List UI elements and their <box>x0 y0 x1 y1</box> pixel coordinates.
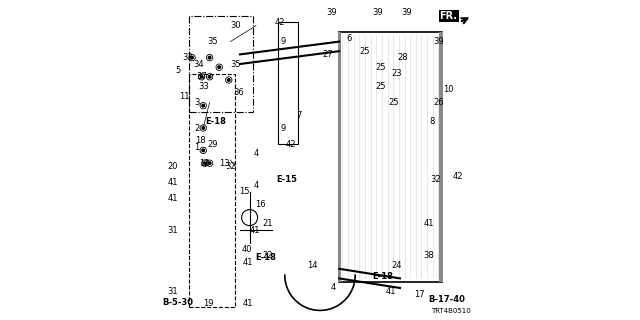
Text: 12: 12 <box>200 159 210 168</box>
Text: 4: 4 <box>330 284 335 292</box>
Text: 36: 36 <box>233 88 244 97</box>
Circle shape <box>228 79 230 81</box>
Bar <box>338 32 342 282</box>
Circle shape <box>191 56 193 59</box>
Text: 42: 42 <box>275 18 285 27</box>
Circle shape <box>209 162 211 164</box>
Text: 7: 7 <box>296 111 302 120</box>
Text: 24: 24 <box>392 261 402 270</box>
Text: 39: 39 <box>372 8 383 17</box>
Text: 25: 25 <box>376 63 386 72</box>
Text: 15: 15 <box>239 188 250 196</box>
Bar <box>278 22 298 144</box>
Text: 29: 29 <box>207 140 218 148</box>
Circle shape <box>202 149 205 152</box>
Circle shape <box>200 76 203 78</box>
Text: 42: 42 <box>286 140 296 148</box>
Text: 16: 16 <box>255 200 266 209</box>
Text: 18: 18 <box>195 136 205 145</box>
Text: 40: 40 <box>241 245 252 254</box>
Text: 9: 9 <box>280 37 286 46</box>
Circle shape <box>202 127 205 129</box>
Text: 11: 11 <box>179 92 189 100</box>
Text: B-17-40: B-17-40 <box>428 295 465 304</box>
Text: 39: 39 <box>326 8 337 17</box>
Text: E-18: E-18 <box>255 253 276 262</box>
Text: 38: 38 <box>424 252 434 260</box>
Text: 35: 35 <box>230 60 241 68</box>
Text: 32: 32 <box>430 175 440 184</box>
Text: 41: 41 <box>168 194 178 203</box>
Text: 25: 25 <box>388 98 399 107</box>
Text: 25: 25 <box>376 82 386 91</box>
Text: 42: 42 <box>452 172 463 180</box>
Text: 33: 33 <box>182 53 193 62</box>
Circle shape <box>204 162 206 164</box>
Text: 4: 4 <box>253 181 259 190</box>
Circle shape <box>202 104 205 107</box>
Bar <box>189 74 236 307</box>
Text: 9: 9 <box>280 124 286 132</box>
Text: 30: 30 <box>230 21 241 30</box>
Text: 41: 41 <box>249 226 260 235</box>
Text: 28: 28 <box>398 53 408 62</box>
Text: 37: 37 <box>196 72 207 81</box>
Text: 25: 25 <box>360 47 370 56</box>
Text: E-18: E-18 <box>372 272 393 281</box>
Text: 14: 14 <box>307 261 317 270</box>
Text: 32: 32 <box>225 162 236 171</box>
Text: 4: 4 <box>253 149 259 158</box>
Text: 19: 19 <box>203 300 213 308</box>
Text: 34: 34 <box>193 60 204 68</box>
Text: 23: 23 <box>392 69 402 78</box>
Text: 1: 1 <box>194 143 200 152</box>
Text: 33: 33 <box>198 82 209 91</box>
Text: 39: 39 <box>401 8 412 17</box>
Text: E-18: E-18 <box>205 117 227 126</box>
Text: 26: 26 <box>433 98 444 107</box>
Text: 41: 41 <box>243 300 253 308</box>
Text: 41: 41 <box>385 287 396 296</box>
Text: 39: 39 <box>433 37 444 46</box>
Text: 13: 13 <box>219 159 229 168</box>
Text: 27: 27 <box>323 50 333 59</box>
Text: 22: 22 <box>262 252 273 260</box>
Text: 41: 41 <box>243 258 253 267</box>
Text: 31: 31 <box>168 226 178 235</box>
Bar <box>189 16 253 112</box>
Bar <box>440 32 444 282</box>
Text: FR.: FR. <box>440 11 458 21</box>
Text: 8: 8 <box>429 117 435 126</box>
Text: 31: 31 <box>168 287 178 296</box>
Text: 20: 20 <box>168 162 178 171</box>
Text: 21: 21 <box>262 220 273 228</box>
Text: 17: 17 <box>414 290 424 299</box>
Text: 41: 41 <box>168 178 178 187</box>
Circle shape <box>209 76 211 78</box>
Text: 2: 2 <box>194 124 200 132</box>
Text: 5: 5 <box>175 66 180 75</box>
Bar <box>339 32 442 282</box>
Text: TRT4B0510: TRT4B0510 <box>431 308 470 314</box>
Circle shape <box>218 66 220 68</box>
Text: 35: 35 <box>207 37 218 46</box>
Text: 41: 41 <box>424 220 434 228</box>
Text: 10: 10 <box>443 85 453 94</box>
Text: 6: 6 <box>346 34 351 43</box>
Text: E-15: E-15 <box>276 175 297 184</box>
Circle shape <box>209 56 211 59</box>
Text: B-5-30: B-5-30 <box>162 298 193 307</box>
Text: 3: 3 <box>194 98 200 107</box>
